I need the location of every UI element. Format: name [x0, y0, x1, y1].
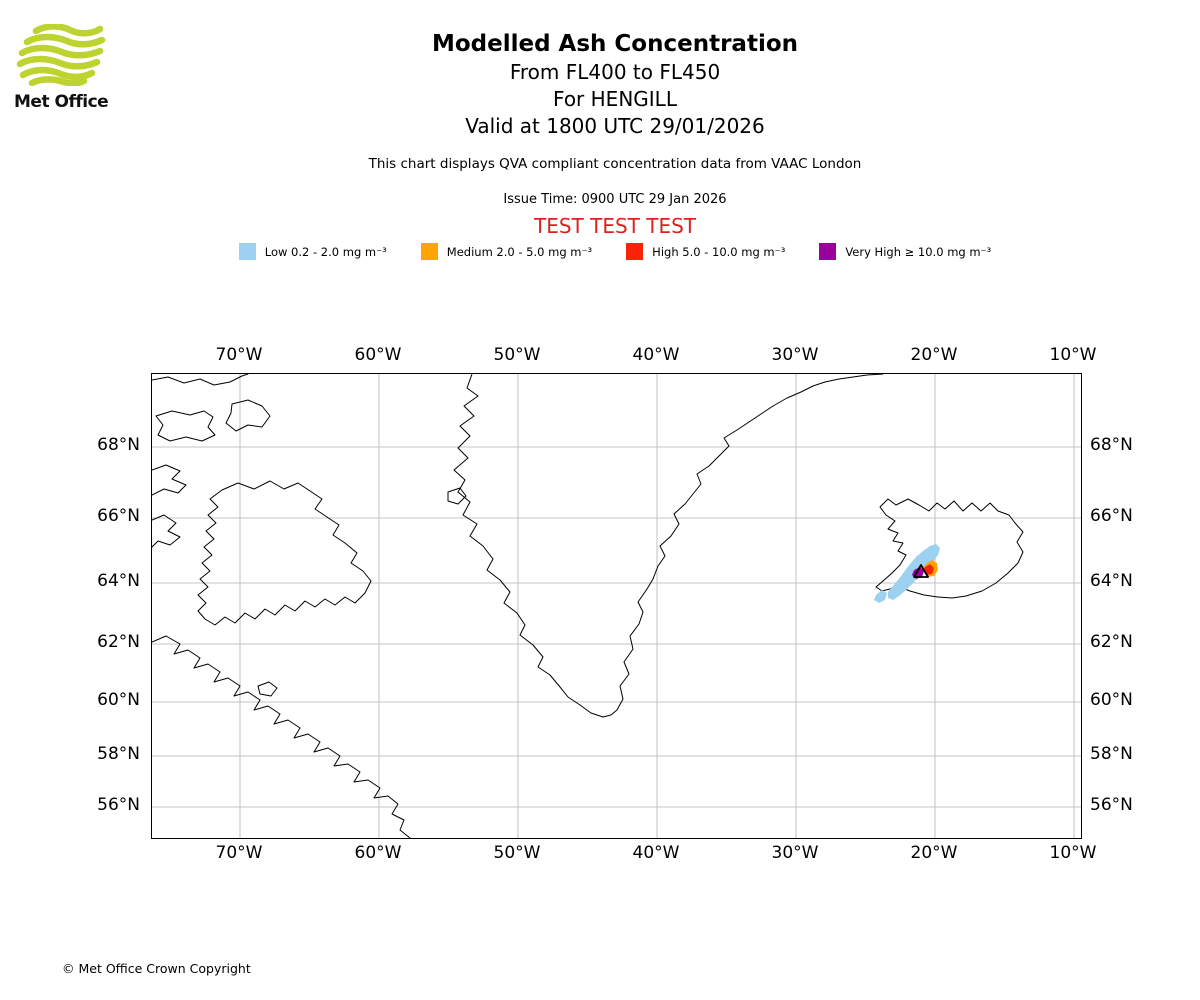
legend: Low 0.2 - 2.0 mg m⁻³ Medium 2.0 - 5.0 mg…: [0, 243, 1200, 260]
lon-tick-bottom-50w: 50°W: [493, 843, 541, 863]
legend-item-very-high: Very High ≥ 10.0 mg m⁻³: [819, 243, 991, 260]
lon-tick-top-60w: 60°W: [354, 345, 402, 365]
chart-subtitle-volcano: For HENGILL: [553, 86, 677, 111]
legend-swatch-low: [238, 243, 256, 260]
legend-label-very-high: Very High ≥ 10.0 mg m⁻³: [845, 244, 992, 259]
legend-item-low: Low 0.2 - 2.0 mg m⁻³: [238, 243, 387, 260]
met-office-logo: Met Office: [14, 23, 134, 112]
coastline-labrador-island: [257, 681, 278, 697]
met-office-logo-waves: [16, 23, 106, 87]
legend-label-medium: Medium 2.0 - 5.0 mg m⁻³: [446, 244, 593, 259]
met-office-logo-text: Met Office: [14, 92, 109, 112]
lat-tick-right-60n: 60°N: [1090, 690, 1133, 710]
ash-contour-low-small: [874, 590, 887, 603]
legend-swatch-rect-medium: [420, 243, 438, 260]
lat-tick-right-68n: 68°N: [1090, 435, 1133, 455]
chart-description: This chart displays QVA compliant concen…: [368, 155, 862, 172]
chart-header: Modelled Ash Concentration From FL400 to…: [0, 0, 1200, 238]
volcano-marker-triangle-icon: [913, 564, 929, 578]
chart-subtitle-flight-levels: From FL400 to FL450: [509, 59, 721, 84]
lon-tick-top-50w: 50°W: [493, 345, 541, 365]
map-frame: [151, 373, 1082, 839]
test-banner: TEST TEST TEST: [533, 213, 696, 238]
lon-tick-top-70w: 70°W: [215, 345, 263, 365]
coastline-left-strip-1: [151, 464, 187, 496]
coastline-iceland: [875, 498, 1024, 599]
coastline-arctic-corner: [151, 373, 249, 386]
lat-tick-left-58n: 58°N: [97, 744, 140, 764]
graticule-grid-lines: [152, 374, 1081, 838]
coastlines: [151, 373, 1024, 839]
coastline-arctic-island-b: [155, 410, 216, 442]
legend-label-high: High 5.0 - 10.0 mg m⁻³: [652, 244, 786, 259]
legend-item-high: High 5.0 - 10.0 mg m⁻³: [626, 243, 785, 260]
lat-tick-left-68n: 68°N: [97, 435, 140, 455]
lat-tick-right-64n: 64°N: [1090, 571, 1133, 591]
chart-title: Modelled Ash Concentration: [431, 31, 799, 57]
lat-tick-left-56n: 56°N: [97, 795, 140, 815]
lon-tick-top-20w: 20°W: [910, 345, 958, 365]
coastline-baffin-island: [197, 480, 372, 626]
lat-tick-left-64n: 64°N: [97, 571, 140, 591]
lon-tick-bottom-60w: 60°W: [354, 843, 402, 863]
lon-tick-bottom-20w: 20°W: [910, 843, 958, 863]
lat-tick-left-62n: 62°N: [97, 632, 140, 652]
copyright-notice: © Met Office Crown Copyright: [62, 961, 251, 976]
lat-tick-right-56n: 56°N: [1090, 795, 1133, 815]
lat-tick-right-62n: 62°N: [1090, 632, 1133, 652]
lon-tick-bottom-40w: 40°W: [632, 843, 680, 863]
legend-item-medium: Medium 2.0 - 5.0 mg m⁻³: [420, 243, 593, 260]
coastline-arctic-island-c: [225, 399, 271, 432]
coastline-left-strip-2: [151, 514, 181, 548]
lat-tick-left-60n: 60°N: [97, 690, 140, 710]
legend-swatch-very-high: [819, 243, 837, 260]
legend-swatch-rect-very-high: [819, 243, 837, 260]
map-canvas: [151, 373, 1081, 839]
lat-tick-left-66n: 66°N: [97, 506, 140, 526]
coastline-greenland-west-island: [447, 487, 467, 505]
ash-contours: [874, 544, 940, 603]
chart-subtitle-valid-time: Valid at 1800 UTC 29/01/2026: [465, 113, 765, 138]
coastline-greenland: [453, 373, 884, 718]
lon-tick-bottom-10w: 10°W: [1049, 843, 1097, 863]
legend-swatch-high: [626, 243, 644, 260]
issue-time: Issue Time: 0900 UTC 29 Jan 2026: [503, 191, 727, 207]
coastline-labrador: [151, 635, 411, 839]
lat-tick-right-66n: 66°N: [1090, 506, 1133, 526]
legend-swatch-medium: [420, 243, 438, 260]
lon-tick-top-30w: 30°W: [771, 345, 819, 365]
legend-label-low: Low 0.2 - 2.0 mg m⁻³: [264, 244, 387, 259]
lon-tick-bottom-30w: 30°W: [771, 843, 819, 863]
legend-swatch-rect-high: [626, 243, 644, 260]
lat-tick-right-58n: 58°N: [1090, 744, 1133, 764]
legend-swatch-rect-low: [238, 243, 256, 260]
lon-tick-top-40w: 40°W: [632, 345, 680, 365]
lon-tick-top-10w: 10°W: [1049, 345, 1097, 365]
lon-tick-bottom-70w: 70°W: [215, 843, 263, 863]
